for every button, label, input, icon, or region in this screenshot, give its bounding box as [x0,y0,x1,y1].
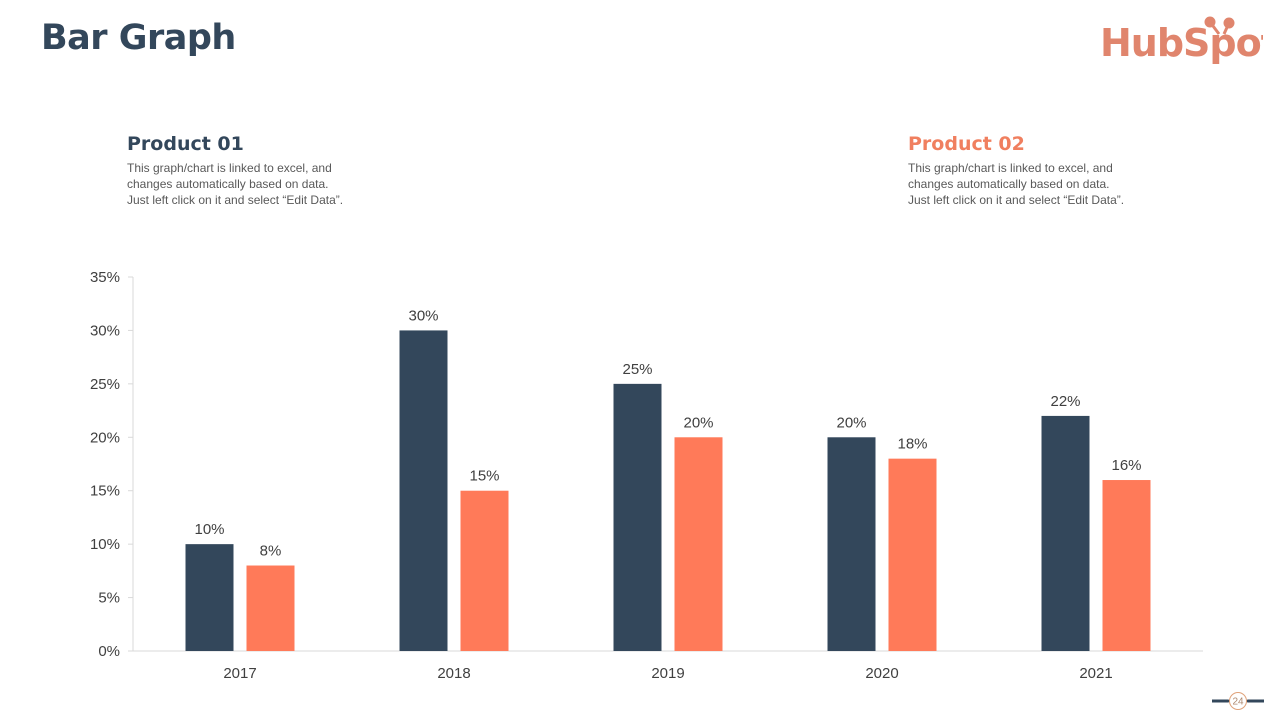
data-label: 16% [1111,457,1141,474]
bar-product-02-2019 [674,437,723,651]
data-label: 30% [408,307,438,324]
data-label: 15% [469,468,499,485]
data-label: 22% [1050,393,1080,410]
y-tick-label: 15% [90,483,120,500]
y-tick-label: 30% [90,322,120,339]
product-02-legend: Product 02 This graph/chart is linked to… [908,132,1188,208]
data-label: 20% [836,414,866,431]
y-tick-label: 35% [90,269,120,286]
x-tick-label: 2021 [1079,665,1112,682]
bar-product-02-2017 [246,565,295,651]
product-02-description: This graph/chart is linked to excel, and… [908,160,1188,208]
bar-product-01-2017 [185,544,234,651]
data-label: 10% [194,521,224,538]
product-02-title: Product 02 [908,133,1025,155]
desc-line: changes automatically based on data. [127,177,329,191]
bar-product-02-2018 [460,490,509,651]
data-label: 18% [897,436,927,453]
bar-product-02-2020 [888,458,937,651]
page-number: 24 [1232,697,1244,708]
hubspot-logo: HubSpot [1100,16,1263,65]
x-tick-label: 2017 [223,665,256,682]
product-01-description: This graph/chart is linked to excel, and… [127,160,407,208]
x-tick-label: 2019 [651,665,684,682]
desc-line: This graph/chart is linked to excel, and [908,161,1113,175]
y-tick-label: 10% [90,536,120,553]
y-tick-label: 0% [98,643,120,660]
x-tick-label: 2020 [865,665,898,682]
bar-product-02-2021 [1102,480,1151,651]
desc-line: changes automatically based on data. [908,177,1110,191]
page-number-badge: 24 [1212,692,1264,710]
y-tick-label: 5% [98,590,120,607]
x-tick-label: 2018 [437,665,470,682]
y-tick-label: 25% [90,376,120,393]
data-label: 25% [622,361,652,378]
bar-product-01-2021 [1041,415,1090,651]
bar-product-01-2018 [399,330,448,651]
logo-text: HubSpot [1100,21,1263,65]
y-tick-label: 20% [90,429,120,446]
product-01-legend: Product 01 This graph/chart is linked to… [127,132,407,208]
page-title: Bar Graph [41,18,236,58]
desc-line: This graph/chart is linked to excel, and [127,161,332,175]
bar-product-01-2019 [613,383,662,651]
data-label: 8% [260,543,282,560]
sprocket-icon [1204,16,1235,35]
desc-line: Just left click on it and select “Edit D… [908,193,1125,207]
data-label: 20% [683,414,713,431]
desc-line: Just left click on it and select “Edit D… [127,193,344,207]
product-01-title: Product 01 [127,133,244,155]
bar-product-01-2020 [827,437,876,651]
